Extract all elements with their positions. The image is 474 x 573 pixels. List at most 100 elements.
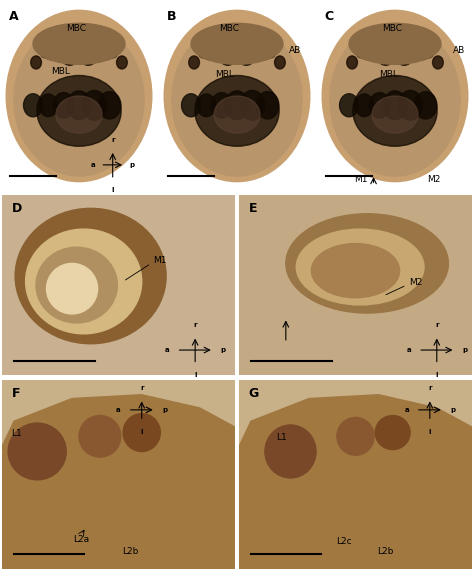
Circle shape — [61, 50, 72, 64]
Text: a: a — [407, 347, 411, 353]
Text: r: r — [193, 323, 197, 328]
Ellipse shape — [191, 23, 283, 64]
Circle shape — [210, 45, 221, 58]
Circle shape — [182, 94, 201, 117]
Ellipse shape — [37, 76, 121, 146]
Circle shape — [225, 91, 249, 120]
Circle shape — [95, 45, 106, 58]
Ellipse shape — [286, 214, 448, 313]
Ellipse shape — [330, 23, 460, 176]
Ellipse shape — [79, 415, 121, 457]
Text: D: D — [12, 202, 22, 215]
Circle shape — [346, 56, 357, 69]
Ellipse shape — [172, 23, 302, 176]
Text: MBL: MBL — [51, 66, 70, 76]
Ellipse shape — [195, 76, 279, 146]
Circle shape — [357, 36, 377, 60]
Text: M1: M1 — [154, 256, 167, 265]
Circle shape — [411, 45, 422, 58]
Text: MBC: MBC — [66, 24, 86, 33]
Ellipse shape — [8, 423, 66, 480]
Circle shape — [78, 41, 98, 65]
Circle shape — [197, 94, 216, 116]
Text: p: p — [221, 347, 226, 353]
Circle shape — [198, 45, 209, 58]
Ellipse shape — [353, 76, 437, 146]
Circle shape — [99, 92, 121, 119]
Polygon shape — [239, 395, 472, 568]
Text: a: a — [404, 407, 409, 413]
Circle shape — [86, 50, 97, 64]
Text: l: l — [428, 429, 431, 435]
Circle shape — [398, 91, 422, 120]
Text: C: C — [325, 10, 334, 23]
Text: M2: M2 — [409, 278, 423, 287]
Ellipse shape — [46, 264, 98, 314]
Ellipse shape — [337, 417, 374, 455]
Circle shape — [82, 91, 107, 120]
Text: L1: L1 — [11, 429, 22, 438]
Circle shape — [394, 41, 414, 65]
Circle shape — [107, 45, 118, 58]
Text: M1: M1 — [355, 175, 368, 183]
Circle shape — [376, 41, 396, 65]
Ellipse shape — [123, 414, 160, 452]
Circle shape — [211, 93, 232, 118]
Text: L2b: L2b — [122, 547, 138, 556]
Circle shape — [377, 50, 388, 64]
Ellipse shape — [36, 247, 118, 323]
Ellipse shape — [33, 23, 125, 64]
Ellipse shape — [265, 425, 316, 478]
Text: l: l — [194, 372, 196, 378]
Circle shape — [97, 36, 117, 60]
Circle shape — [117, 56, 128, 69]
Text: p: p — [163, 407, 168, 413]
Text: L2b: L2b — [377, 547, 394, 556]
Circle shape — [40, 45, 51, 58]
Circle shape — [356, 45, 367, 58]
Circle shape — [414, 92, 437, 119]
Text: r: r — [111, 136, 114, 143]
Circle shape — [339, 94, 358, 117]
Polygon shape — [2, 379, 235, 568]
Ellipse shape — [372, 96, 418, 133]
Text: E: E — [249, 202, 257, 215]
Text: p: p — [129, 162, 135, 168]
Circle shape — [253, 45, 264, 58]
Text: MBL: MBL — [379, 70, 398, 79]
Circle shape — [41, 36, 61, 60]
Text: AB: AB — [289, 46, 301, 55]
Circle shape — [200, 36, 219, 60]
Text: p: p — [451, 407, 456, 413]
Polygon shape — [2, 195, 235, 375]
Ellipse shape — [296, 229, 424, 305]
Text: L2a: L2a — [73, 535, 90, 544]
Circle shape — [24, 94, 43, 117]
Polygon shape — [239, 195, 472, 375]
Circle shape — [31, 56, 41, 69]
Text: a: a — [165, 347, 170, 353]
Text: a: a — [91, 162, 96, 168]
Text: r: r — [428, 385, 431, 391]
Text: MBL: MBL — [215, 70, 234, 79]
Ellipse shape — [56, 96, 102, 133]
Ellipse shape — [6, 10, 152, 182]
Circle shape — [219, 50, 230, 64]
Text: a: a — [116, 407, 121, 413]
Polygon shape — [239, 379, 472, 568]
Circle shape — [274, 56, 285, 69]
Text: r: r — [435, 323, 438, 328]
Circle shape — [240, 91, 264, 120]
Circle shape — [189, 56, 200, 69]
Ellipse shape — [15, 209, 166, 344]
Circle shape — [368, 45, 379, 58]
Circle shape — [265, 45, 276, 58]
Circle shape — [256, 92, 279, 119]
Ellipse shape — [311, 244, 400, 298]
Text: l: l — [140, 429, 143, 435]
Text: r: r — [140, 385, 144, 391]
Circle shape — [53, 93, 74, 118]
Circle shape — [383, 91, 407, 120]
Ellipse shape — [214, 96, 260, 133]
Text: B: B — [166, 10, 176, 23]
